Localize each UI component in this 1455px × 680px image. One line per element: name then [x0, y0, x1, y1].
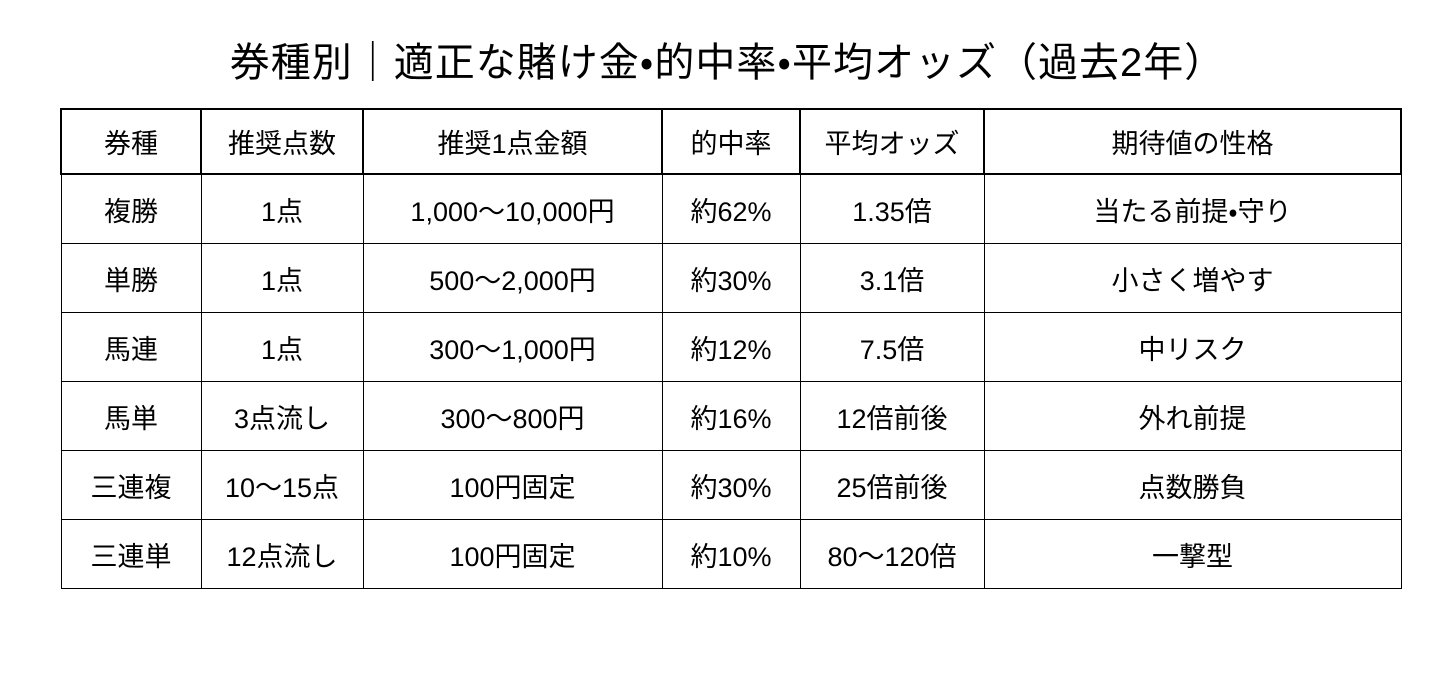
table-cell: 当たる前提・守り [983, 173, 1402, 244]
table-row: 馬単 3点流し 300〜800円 約16% 12倍前後 外れ前提 [60, 381, 1402, 451]
table-cell: 約30% [661, 450, 801, 520]
table-cell: 小さく増やす [983, 243, 1402, 313]
table-cell: 単勝 [60, 243, 202, 313]
table-cell: 7.5倍 [799, 312, 985, 382]
table-cell: 三連単 [60, 519, 202, 589]
table-cell: 約62% [661, 173, 801, 244]
table-cell: 10〜15点 [200, 450, 364, 520]
header-cell-0: 券種 [60, 108, 202, 175]
table-cell: 中リスク [983, 312, 1402, 382]
table-cell: 一撃型 [983, 519, 1402, 589]
table-cell: 約12% [661, 312, 801, 382]
table-cell: 100円固定 [362, 450, 663, 520]
header-cell-1: 推奨点数 [200, 108, 364, 175]
table-cell: 約30% [661, 243, 801, 313]
header-cell-3: 的中率 [661, 108, 801, 175]
table-cell: 300〜800円 [362, 381, 663, 451]
table-cell: 3点流し [200, 381, 364, 451]
table-cell: 100円固定 [362, 519, 663, 589]
header-cell-5: 期待値の性格 [983, 108, 1402, 175]
table-cell: 約10% [661, 519, 801, 589]
table-row: 馬連 1点 300〜1,000円 約12% 7.5倍 中リスク [60, 312, 1402, 382]
table-cell: 12点流し [200, 519, 364, 589]
table-cell: 馬連 [60, 312, 202, 382]
table-cell: 300〜1,000円 [362, 312, 663, 382]
table-body: 複勝 1点 1,000〜10,000円 約62% 1.35倍 当たる前提・守り 単勝 1点 50… [60, 173, 1402, 589]
table-cell: 1点 [200, 243, 364, 313]
table-cell: 3.1倍 [799, 243, 985, 313]
page-title: 券種別｜適正な賭け金・的中率・平均オッズ（過去2年） [229, 41, 1226, 85]
table-cell: 約16% [661, 381, 801, 451]
table-cell: 1.35倍 [799, 173, 985, 244]
table-cell: 12倍前後 [799, 381, 985, 451]
table-cell: 1点 [200, 173, 364, 244]
header-row: 券種 推奨点数 推奨1点金額 的中率 平均オッズ 期待値の性格 [60, 108, 1402, 175]
table-cell: 25倍前後 [799, 450, 985, 520]
header-cell-2: 推奨1点金額 [362, 108, 663, 175]
table-cell: 馬単 [60, 381, 202, 451]
table-cell: 80〜120倍 [799, 519, 985, 589]
table-row: 単勝 1点 500〜2,000円 約30% 3.1倍 小さく増やす [60, 243, 1402, 313]
table-container: 券種 推奨点数 推奨1点金額 的中率 平均オッズ 期待値の性格 複勝 1点 1,000〜10,… [60, 108, 1455, 589]
table-row: 複勝 1点 1,000〜10,000円 約62% 1.35倍 当たる前提・守り [60, 173, 1402, 244]
table-cell: 複勝 [60, 173, 202, 244]
header-cell-4: 平均オッズ [799, 108, 985, 175]
table-cell: 外れ前提 [983, 381, 1402, 451]
table-cell: 三連複 [60, 450, 202, 520]
bet-type-table: 券種 推奨点数 推奨1点金額 的中率 平均オッズ 期待値の性格 複勝 1点 1,000〜10,… [60, 108, 1402, 589]
table-cell: 点数勝負 [983, 450, 1402, 520]
table-cell: 1,000〜10,000円 [362, 173, 663, 244]
table-row: 三連複 10〜15点 100円固定 約30% 25倍前後 点数勝負 [60, 450, 1402, 520]
table-row: 三連単 12点流し 100円固定 約10% 80〜120倍 一撃型 [60, 519, 1402, 589]
table-cell: 1点 [200, 312, 364, 382]
table-cell: 500〜2,000円 [362, 243, 663, 313]
